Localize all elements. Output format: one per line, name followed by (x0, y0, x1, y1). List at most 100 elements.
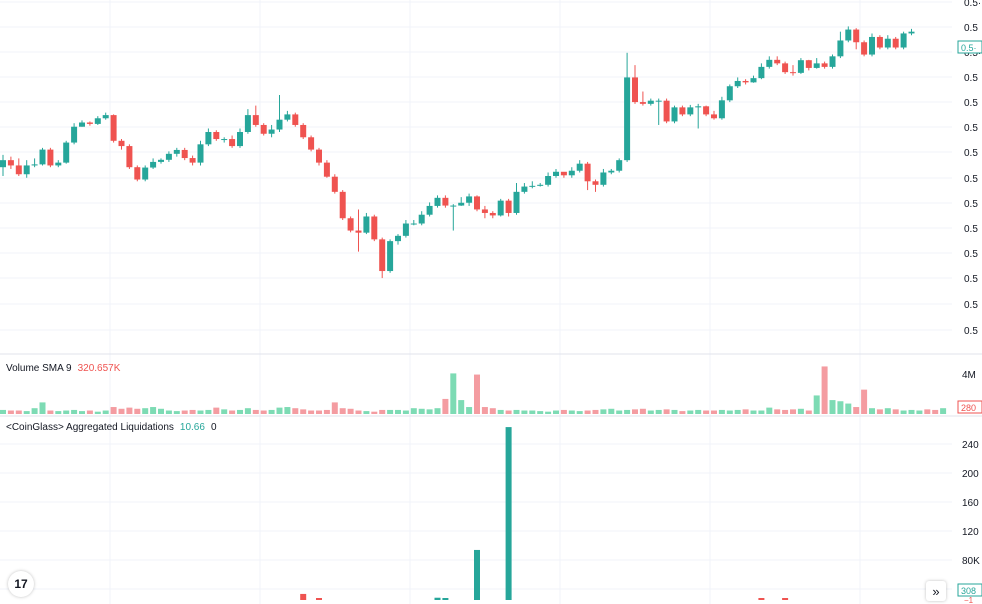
candle-body (244, 115, 251, 132)
liquidation-axis-label: 80K (962, 556, 980, 567)
volume-bar (576, 411, 583, 414)
candle-body (481, 209, 488, 213)
candle-body (726, 86, 733, 101)
candle-body (79, 122, 85, 127)
candle-body (142, 167, 149, 180)
candle-body (86, 122, 93, 124)
candle-body (853, 29, 860, 43)
candle-body (237, 132, 243, 147)
volume-bar (742, 409, 749, 414)
volume-bar (371, 411, 378, 414)
candle-body (505, 200, 512, 213)
candle-body (837, 40, 844, 57)
candle-body (632, 77, 638, 103)
volume-bar (671, 409, 678, 414)
candle-body (639, 102, 646, 104)
volume-bar (553, 410, 559, 414)
volume-bar (110, 407, 117, 414)
volume-bar (647, 410, 654, 414)
volume-bar (489, 408, 496, 414)
volume-bar (537, 411, 544, 414)
volume-bar (434, 408, 441, 414)
scroll-to-realtime-button[interactable]: » (926, 581, 946, 601)
candle-body (900, 33, 907, 48)
volume-bar (308, 410, 315, 414)
candle-body (410, 223, 417, 225)
candle-body (252, 115, 259, 125)
volume-bar (39, 402, 46, 414)
price-axis-label: 0.5 (964, 73, 978, 84)
volume-bar (63, 410, 70, 414)
volume-bar (545, 411, 552, 414)
volume-bar (94, 411, 101, 414)
volume-bar (221, 409, 228, 414)
candle-body (892, 38, 899, 48)
volume-bar (316, 410, 322, 414)
liquidation-axis-label: 120 (962, 527, 979, 538)
volume-axis-label: 4M (962, 370, 976, 381)
volume-bar (703, 410, 710, 414)
candle-body (466, 196, 473, 203)
volume-legend-label: Volume SMA 9 (6, 363, 72, 374)
candle-body (718, 100, 725, 119)
volume-bar (79, 411, 85, 414)
candle-body (545, 176, 552, 185)
tradingview-logo-icon[interactable]: 17 (8, 571, 34, 597)
liquidation-bar (474, 549, 480, 600)
last-liquidation-tag: 308 (961, 586, 976, 596)
candle-body (363, 216, 370, 233)
volume-bar (189, 409, 196, 414)
volume-bar (331, 402, 338, 414)
volume-bar (774, 409, 781, 414)
liquidations-legend: <CoinGlass> Aggregated Liquidations 10.66… (6, 422, 217, 433)
liquidations-legend-value: 10.66 (179, 422, 205, 433)
candle-body (118, 140, 125, 147)
volume-bar (229, 410, 236, 414)
candle-body (126, 146, 133, 168)
candle-body (876, 36, 883, 48)
candle-body (347, 218, 354, 231)
last-volume-tag-box (957, 400, 982, 414)
volume-bar (734, 409, 741, 414)
volume-bar (750, 410, 757, 414)
last-liquidation-tag-box (957, 583, 982, 597)
candle-body (497, 200, 504, 216)
volume-bar (513, 409, 520, 414)
volume-bar (908, 409, 915, 414)
candle-body (339, 191, 346, 219)
volume-bar (853, 407, 860, 414)
volume-bar (244, 408, 251, 414)
price-axis-label: 0.5 (964, 123, 978, 134)
price-axis-label: 0.5 (964, 148, 978, 159)
candle-body (47, 149, 54, 166)
candle-body (845, 29, 852, 41)
volume-bar (134, 408, 141, 414)
volume-bar (726, 410, 733, 414)
liquidation-bar (300, 593, 307, 600)
volume-bar (718, 409, 725, 414)
volume-bar (845, 403, 852, 414)
candle-body (402, 223, 409, 236)
candle-body (71, 126, 78, 143)
candle-body (553, 171, 559, 176)
candle-body (576, 163, 583, 171)
volume-bar (821, 366, 828, 414)
volume-bar (766, 407, 773, 414)
candle-body (323, 162, 330, 177)
volume-bar (47, 410, 54, 414)
liquidations-legend-value2: 0 (210, 422, 217, 433)
candle-body (584, 163, 591, 182)
volume-bar (426, 409, 433, 414)
volume-bar (197, 410, 204, 414)
volume-bar (86, 410, 93, 414)
volume-bar (695, 409, 702, 414)
volume-bar (687, 410, 694, 414)
volume-bar (395, 409, 401, 414)
price-axis-label: 0.5 (964, 98, 978, 109)
volume-legend-value: 320.657K (77, 363, 121, 374)
volume-bar (529, 410, 536, 414)
volume-bar (300, 409, 307, 414)
last-volume-tag: 280 (961, 403, 976, 413)
volume-bar (213, 407, 220, 414)
